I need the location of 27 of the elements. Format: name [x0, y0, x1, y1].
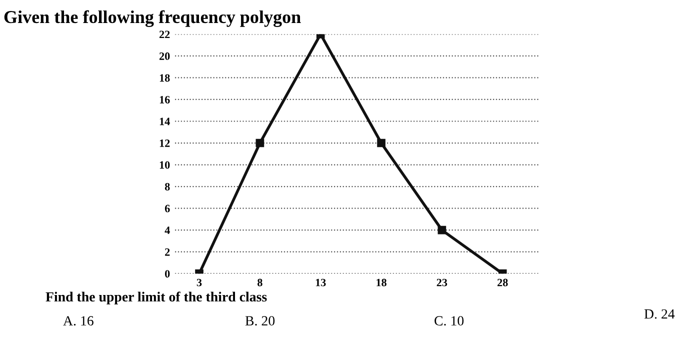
- x-tick-label: 8: [258, 278, 262, 286]
- y-tick-label: 8: [164, 183, 170, 191]
- y-tick-label: 0: [165, 270, 170, 278]
- y-tick-label: 6: [164, 204, 170, 212]
- chart-title: Given the following frequency polygon: [4, 10, 301, 27]
- x-tick-label: 28: [498, 278, 508, 286]
- y-tick-label: 18: [160, 74, 170, 82]
- x-tick-label: 23: [436, 278, 448, 286]
- x-tick-label: 18: [376, 278, 386, 286]
- text: D. 24: [644, 309, 675, 319]
- y-tick-label: 16: [160, 96, 170, 104]
- text: A. 16: [63, 316, 94, 326]
- text: B. 20: [245, 316, 275, 326]
- text: C. 10: [434, 316, 464, 326]
- y-tick-label: 4: [164, 226, 170, 234]
- y-tick-label: 12: [160, 140, 170, 147]
- point: [438, 226, 446, 234]
- point: [256, 138, 264, 148]
- y-tick-label: 2: [165, 248, 170, 256]
- y-tick-label: 10: [160, 161, 170, 169]
- x-tick-label: 3: [196, 278, 202, 286]
- text: Find the upper limit of the third class: [46, 292, 267, 304]
- point: [377, 138, 386, 148]
- x-tick-label: 13: [316, 278, 326, 286]
- y-tick-label: 20: [159, 52, 170, 60]
- y-tick-label: 14: [160, 118, 170, 126]
- y-tick-label: 22: [159, 30, 170, 38]
